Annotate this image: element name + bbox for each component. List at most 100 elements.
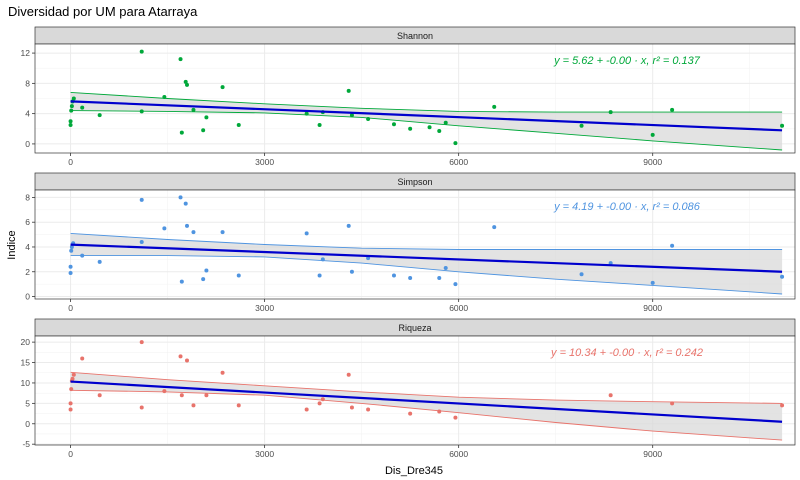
data-point [139,109,144,114]
x-tick-label: 0 [68,157,73,167]
regression-line [70,243,783,273]
chart-title: Diversidad por UM para Atarraya [8,4,198,19]
data-point [366,256,371,261]
data-point [437,275,442,280]
data-point [71,96,76,101]
data-point [162,226,167,231]
x-tick-label: 6000 [449,449,468,459]
data-point [162,389,167,394]
data-point [317,401,322,406]
data-point [70,376,75,381]
data-point [183,201,188,206]
y-tick-label: 6 [25,217,30,227]
data-point [220,85,225,90]
panel-border [34,43,796,154]
data-point [80,356,85,361]
data-point [201,277,206,282]
data-point [97,259,102,264]
data-point [492,104,497,109]
data-point [391,273,396,278]
ribbon-lower-line [70,255,783,295]
data-point [650,132,655,137]
x-tick-label: 9000 [643,449,662,459]
data-point [178,354,183,359]
data-point [346,372,351,377]
regression-line [70,380,783,423]
data-point [346,88,351,93]
confidence-ribbon [70,92,783,150]
data-point [185,82,189,87]
data-point [201,128,206,133]
data-point [304,407,309,412]
data-point [670,401,675,406]
data-point [443,120,448,125]
data-point [780,403,785,408]
data-point [780,123,785,128]
data-point [427,125,432,130]
x-tick-label: 3000 [255,449,274,459]
y-tick-label: -5 [22,439,30,449]
regression-line [70,100,783,132]
data-point [349,113,354,118]
data-point [579,123,584,128]
data-point [608,393,613,398]
ribbon-lower-line [70,389,783,441]
data-point [68,401,73,406]
data-point [69,244,74,249]
y-tick-label: 20 [21,337,31,347]
data-point [453,282,458,287]
facet-riqueza: Riqueza 0 3000 6000 9000 -5 0 5 10 15 20 y = 10.34 … [21,318,796,459]
data-point [317,273,322,278]
panel-border [34,335,796,446]
ribbon-upper-line [70,91,783,113]
data-point [97,113,102,118]
data-point [69,108,74,113]
data-point [304,231,309,236]
y-tick-label: 5 [25,398,30,408]
data-point [236,273,241,278]
data-point [71,372,76,377]
data-point [185,358,189,363]
data-point [220,230,225,235]
data-point [408,275,413,280]
data-point [185,223,189,228]
facet-strip-label: Simpson [397,177,432,187]
data-point [204,393,209,398]
data-point [204,268,209,273]
facet-strip-label: Riqueza [398,323,431,333]
data-point [179,393,184,398]
data-point [437,409,442,414]
y-tick-label: 4 [25,242,30,252]
data-point [139,240,144,245]
x-tick-label: 0 [68,449,73,459]
x-tick-label: 0 [68,303,73,313]
data-point [178,57,183,62]
x-tick-label: 9000 [643,157,662,167]
y-tick-label: 0 [25,139,30,149]
data-point [492,225,497,230]
data-point [139,405,144,410]
ribbon-lower-line [70,110,783,151]
ribbon-upper-line [70,371,783,404]
data-point [80,253,85,258]
data-point [80,105,85,110]
data-point [68,119,73,124]
data-point [317,122,322,127]
data-point [579,272,584,277]
data-point [191,403,196,408]
data-point [780,274,785,279]
data-point [437,129,442,134]
data-point [453,415,458,420]
data-point [97,393,102,398]
x-tick-label: 3000 [255,303,274,313]
data-point [608,110,613,115]
y-tick-label: 12 [21,48,31,58]
data-point [366,116,371,121]
data-point [179,279,184,284]
panel-border [34,189,796,300]
data-point [179,130,184,135]
data-point [68,264,73,269]
regression-equation: y = 5.62 + -0.00 · x, r² = 0.137 [553,55,701,67]
